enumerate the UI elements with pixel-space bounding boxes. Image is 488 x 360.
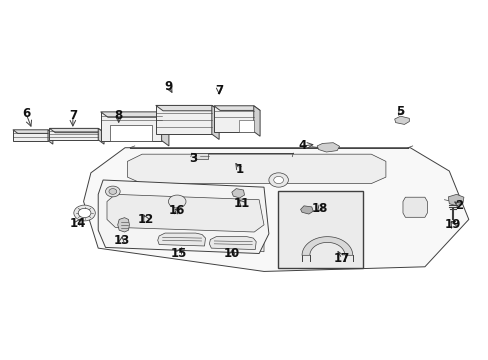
Bar <box>239 120 253 132</box>
Text: 10: 10 <box>224 247 240 260</box>
Text: 11: 11 <box>233 197 250 210</box>
Polygon shape <box>161 112 168 146</box>
Polygon shape <box>156 105 211 134</box>
Text: 16: 16 <box>169 204 185 217</box>
Circle shape <box>74 205 95 221</box>
Polygon shape <box>83 148 468 271</box>
Circle shape <box>273 176 283 184</box>
Polygon shape <box>127 220 264 252</box>
Circle shape <box>168 195 185 208</box>
Text: 4: 4 <box>298 139 306 152</box>
Text: 2: 2 <box>454 199 462 212</box>
Polygon shape <box>209 237 256 249</box>
Polygon shape <box>127 154 385 184</box>
Polygon shape <box>300 206 313 214</box>
Bar <box>110 126 152 140</box>
Text: 14: 14 <box>69 216 86 230</box>
Polygon shape <box>49 129 98 140</box>
Text: 15: 15 <box>170 247 186 260</box>
Bar <box>195 153 207 159</box>
Text: 7: 7 <box>215 84 223 97</box>
Text: 5: 5 <box>396 105 404 118</box>
Circle shape <box>105 186 120 197</box>
Polygon shape <box>394 116 408 125</box>
Polygon shape <box>48 130 53 144</box>
Polygon shape <box>107 194 264 232</box>
Bar <box>277 191 362 268</box>
Polygon shape <box>156 105 219 111</box>
Text: 13: 13 <box>113 234 129 247</box>
Text: 1: 1 <box>235 163 243 176</box>
Polygon shape <box>49 129 104 133</box>
Text: 3: 3 <box>188 152 197 165</box>
Text: 17: 17 <box>333 252 349 265</box>
Polygon shape <box>211 105 219 139</box>
Polygon shape <box>253 106 260 136</box>
Polygon shape <box>231 189 244 198</box>
Polygon shape <box>158 233 205 246</box>
Polygon shape <box>98 180 268 253</box>
Polygon shape <box>213 106 253 132</box>
Polygon shape <box>317 143 339 152</box>
Polygon shape <box>13 130 48 140</box>
Polygon shape <box>101 112 168 117</box>
Text: 12: 12 <box>138 213 154 226</box>
Polygon shape <box>402 197 427 217</box>
Polygon shape <box>213 106 260 111</box>
Circle shape <box>268 173 288 187</box>
Text: 19: 19 <box>444 218 460 231</box>
Circle shape <box>109 189 117 194</box>
Text: 18: 18 <box>311 202 327 215</box>
Polygon shape <box>118 218 129 232</box>
Circle shape <box>78 208 91 218</box>
Polygon shape <box>302 237 352 255</box>
Text: 6: 6 <box>22 107 30 120</box>
Polygon shape <box>13 130 53 134</box>
Polygon shape <box>98 129 104 144</box>
Polygon shape <box>101 112 161 140</box>
Text: 9: 9 <box>164 80 173 93</box>
Text: 7: 7 <box>69 109 77 122</box>
Polygon shape <box>447 194 463 206</box>
Text: 8: 8 <box>114 109 122 122</box>
